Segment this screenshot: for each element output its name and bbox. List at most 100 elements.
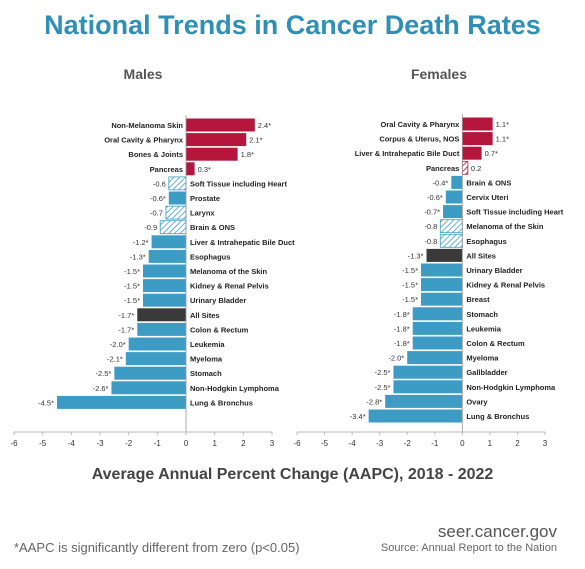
males-value-label: -1.7* (118, 325, 134, 334)
females-category-label: Oral Cavity & Pharynx (381, 120, 461, 129)
males-bar (128, 337, 186, 351)
males-category-label: Prostate (190, 194, 220, 203)
females-bar (461, 160, 469, 175)
females-tick-label: -5 (321, 439, 329, 448)
males-bar (111, 381, 186, 395)
females-category-label: Colon & Rectum (466, 339, 525, 348)
males-value-label: -1.7* (118, 311, 134, 320)
females-value-label: -1.3* (408, 251, 424, 260)
males-value-label: -1.5* (124, 267, 140, 276)
females-value-label: 1.1* (496, 135, 509, 144)
males-bar (137, 322, 186, 336)
females-tick-label: -3 (376, 439, 384, 448)
males-value-label: 0.3* (198, 165, 211, 174)
females-value-label: -3.4* (350, 412, 366, 421)
females-category-label: All Sites (466, 251, 496, 260)
males-value-label: -2.5* (95, 369, 111, 378)
females-value-label: -1.5* (402, 295, 418, 304)
males-tick-label: 1 (212, 439, 217, 448)
males-value-label: -0.6 (153, 179, 166, 188)
males-bar (114, 366, 186, 380)
females-value-label: -2.8* (366, 397, 382, 406)
females-bar (421, 263, 463, 277)
females-value-label: -0.4* (432, 178, 448, 187)
males-category-label: Leukemia (190, 340, 225, 349)
males-value-label: 1.8* (241, 150, 254, 159)
females-category-label: Non-Hodgkin Lymphoma (466, 383, 556, 392)
males-tick-label: 2 (241, 439, 246, 448)
females-bar (462, 146, 482, 160)
males-category-label: Non-Melanoma Skin (111, 121, 183, 130)
males-category-label: Bones & Joints (128, 150, 183, 159)
males-bar (137, 308, 186, 322)
males-bar (168, 191, 186, 205)
females-tick-label: -1 (431, 439, 439, 448)
males-category-label: Lung & Bronchus (190, 398, 253, 407)
males-panel: Males 2.4* Non-Melanoma Skin 2.1* Oral Cavit… (10, 66, 295, 448)
males-bar (125, 352, 186, 366)
females-category-label: Esophagus (466, 237, 506, 246)
females-bar (412, 336, 463, 350)
males-tick-label: -2 (125, 439, 133, 448)
males-bar (186, 118, 255, 132)
females-category-label: Cervix Uteri (466, 193, 508, 202)
males-tick-label: 3 (270, 439, 275, 448)
females-value-label: -1.8* (394, 310, 410, 319)
males-category-label: Larynx (190, 209, 215, 218)
females-bar (426, 248, 463, 262)
females-category-label: Corpus & Uterus, NOS (379, 135, 459, 144)
males-category-label: Urinary Bladder (190, 296, 246, 305)
females-value-label: -1.8* (394, 339, 410, 348)
males-category-label: Stomach (190, 369, 222, 378)
females-bar (443, 205, 463, 219)
males-category-label: Oral Cavity & Pharynx (104, 136, 184, 145)
females-category-label: Liver & Intrahepatic Bile Duct (355, 149, 460, 158)
males-value-label: -2.1* (107, 355, 123, 364)
females-bar (451, 175, 463, 189)
males-bar (165, 205, 187, 220)
females-value-label: -0.7* (424, 208, 440, 217)
males-tick-label: -6 (10, 439, 18, 448)
males-bar (143, 264, 186, 278)
males-panel-title: Males (124, 66, 163, 82)
females-bar (462, 117, 493, 131)
females-value-label: -0.8 (424, 222, 437, 231)
females-bar (439, 233, 463, 248)
females-value-label: -1.5* (402, 266, 418, 275)
females-tick-label: -4 (349, 439, 357, 448)
males-bar (186, 147, 238, 161)
males-value-label: 2.1* (249, 136, 262, 145)
females-bar (407, 351, 463, 365)
females-value-label: -0.6* (427, 193, 443, 202)
females-bar (421, 278, 463, 292)
footnote: *AAPC is significantly different from ze… (14, 540, 300, 555)
males-category-label: Myeloma (190, 355, 223, 364)
females-value-label: -1.5* (402, 281, 418, 290)
females-bar (385, 394, 463, 408)
males-category-label: Soft Tissue including Heart (190, 179, 287, 188)
males-bar (57, 395, 186, 409)
females-value-label: -2.5* (375, 383, 391, 392)
males-category-label: Pancreas (150, 165, 183, 174)
females-category-label: Soft Tissue including Heart (466, 208, 563, 217)
females-bar (439, 219, 463, 234)
females-bar (412, 307, 463, 321)
females-value-label: 0.2 (471, 164, 481, 173)
females-bar (368, 409, 463, 423)
males-value-label: -4.5* (38, 398, 54, 407)
males-category-label: Melanoma of the Skin (190, 267, 268, 276)
females-category-label: Myeloma (466, 354, 499, 363)
males-category-label: Colon & Rectum (190, 325, 249, 334)
males-category-label: Kidney & Renal Pelvis (190, 282, 269, 291)
females-tick-label: -6 (293, 439, 301, 448)
females-tick-label: 2 (515, 439, 520, 448)
males-tick-label: -3 (96, 439, 104, 448)
females-bar (462, 132, 493, 146)
males-bar (151, 235, 186, 249)
females-category-label: Stomach (466, 310, 498, 319)
site-url: seer.cancer.gov (437, 522, 557, 541)
females-panel-title: Females (411, 66, 467, 82)
males-bar (168, 176, 187, 191)
females-category-label: Leukemia (466, 324, 501, 333)
